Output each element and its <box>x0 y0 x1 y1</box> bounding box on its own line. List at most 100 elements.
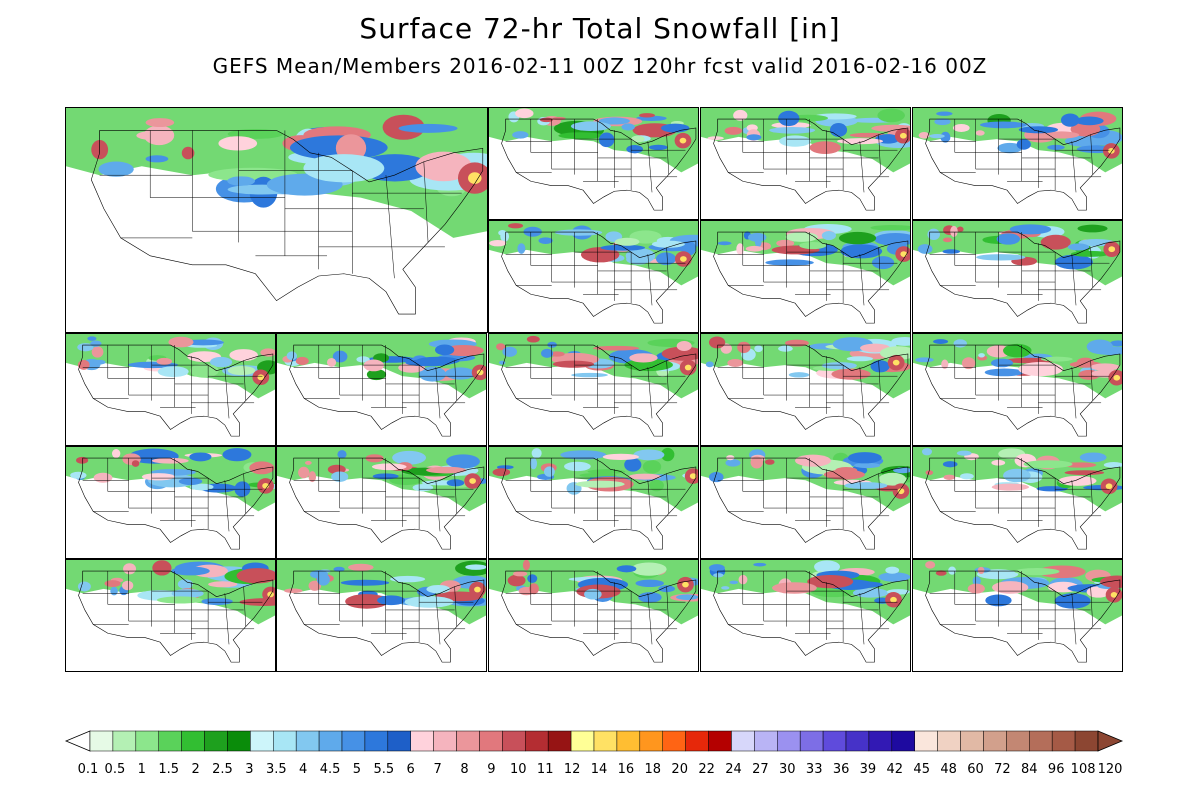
state-boundary <box>879 135 881 175</box>
state-boundary <box>436 367 440 418</box>
colorbar-swatch <box>1051 730 1076 752</box>
snowfall-map <box>913 108 1122 219</box>
colorbar-tick-label: 39 <box>860 762 877 777</box>
state-boundary <box>860 480 864 531</box>
ensemble-member-panel <box>700 559 911 672</box>
snowfall-map <box>913 334 1122 445</box>
colorbar-tick-label: 72 <box>994 762 1011 777</box>
colorbar-swatch <box>502 730 526 752</box>
colorbar-swatch <box>273 730 297 752</box>
ensemble-panel-grid <box>65 107 1123 672</box>
colorbar-tick-label: 45 <box>913 762 930 777</box>
snowfall-map <box>489 221 698 332</box>
coastline-outline <box>714 119 908 210</box>
coastline-outline <box>714 345 908 436</box>
snowfall-map <box>489 447 698 558</box>
state-boundary <box>648 593 652 644</box>
colorbar-tick-label: 48 <box>940 762 957 777</box>
colorbar-tick-label: 20 <box>671 762 688 777</box>
snowfall-map <box>913 447 1122 558</box>
state-boundary <box>244 474 246 514</box>
state-boundary <box>879 474 881 514</box>
colorbar-tick-label: 27 <box>752 762 769 777</box>
state-boundary <box>244 361 246 401</box>
state-boundary <box>436 480 440 531</box>
colorbar-swatch <box>845 730 870 752</box>
colorbar-tick-label: 36 <box>833 762 850 777</box>
colorbar-tick-label: 0.5 <box>105 762 126 777</box>
colorbar-tick-label: 18 <box>645 762 662 777</box>
ensemble-member-panel <box>488 333 699 446</box>
colorbar-tick-label: 60 <box>967 762 984 777</box>
coastline-outline <box>79 345 273 436</box>
ensemble-member-panel <box>700 220 911 333</box>
colorbar-tick-label: 84 <box>1021 762 1038 777</box>
snowfall-map <box>489 334 698 445</box>
state-boundary <box>225 480 229 531</box>
colorbar-swatch <box>639 730 663 752</box>
colorbar-swatch <box>525 730 549 752</box>
state-boundary <box>667 474 669 514</box>
colorbar-tick-label: 0.1 <box>78 762 99 777</box>
ensemble-member-panel <box>488 446 699 559</box>
colorbar-tick-label: 3 <box>245 762 253 777</box>
colorbar-swatch <box>685 730 709 752</box>
colorbar-tick-label: 120 <box>1098 762 1123 777</box>
coastline-outline <box>290 458 484 549</box>
snowfall-map <box>277 447 486 558</box>
coastline-outline <box>502 345 696 436</box>
ensemble-member-panel <box>65 559 276 672</box>
ensemble-member-panel <box>912 220 1123 333</box>
state-boundary <box>667 587 669 627</box>
state-boundary <box>455 474 457 514</box>
colorbar-swatch <box>777 730 801 752</box>
state-boundary <box>879 587 881 627</box>
colorbar-swatch <box>891 730 915 752</box>
colorbar-tick-label: 14 <box>591 762 608 777</box>
ensemble-member-panel <box>65 446 276 559</box>
colorbar-tick-label: 4.5 <box>320 762 341 777</box>
state-boundary <box>1091 587 1093 627</box>
colorbar-svg: 0.1 0.5 1 1.5 2 2.5 3 3.5 4 4.5 5 5.5 6 7 8 9 10 11 12 14 16… <box>64 730 1124 777</box>
colorbar-swatch <box>937 730 961 752</box>
colorbar-swatch <box>227 730 251 752</box>
state-boundary <box>1072 480 1076 531</box>
colorbar-tick-label: 11 <box>537 762 554 777</box>
snowfall-map <box>66 447 275 558</box>
colorbar-tick-label: 42 <box>887 762 904 777</box>
colorbar-tick-label: 3.5 <box>266 762 287 777</box>
state-boundary <box>879 248 881 288</box>
colorbar-swatch <box>89 730 114 752</box>
ensemble-member-panel <box>276 333 487 446</box>
colorbar-swatch <box>547 730 572 752</box>
state-boundary <box>225 367 229 418</box>
state-boundary <box>455 587 457 627</box>
state-boundary <box>860 367 864 418</box>
ensemble-member-panel <box>700 333 911 446</box>
colorbar-tick-label: 2 <box>191 762 199 777</box>
colorbar-swatch <box>1029 730 1053 752</box>
coastline-outline <box>290 345 484 436</box>
state-boundary <box>667 361 669 401</box>
colorbar-swatch <box>295 730 320 752</box>
colorbar-swatch <box>318 730 343 752</box>
ensemble-member-panel <box>488 220 699 333</box>
colorbar-swatch <box>799 730 824 752</box>
snowfall-map <box>913 221 1122 332</box>
colorbar-swatch <box>754 730 778 752</box>
coastline-outline <box>502 232 696 323</box>
ensemble-member-panel <box>276 446 487 559</box>
state-boundary <box>1091 135 1093 175</box>
colorbar-swatch <box>731 730 755 752</box>
state-boundary <box>1091 361 1093 401</box>
colorbar-swatch <box>570 730 595 752</box>
colorbar-tick-label: 4 <box>299 762 307 777</box>
state-boundary <box>1072 367 1076 418</box>
colorbar-tick-label: 8 <box>460 762 468 777</box>
coastline-outline <box>714 232 908 323</box>
colorbar-swatch <box>822 730 847 752</box>
colorbar-tick-label: 12 <box>564 762 581 777</box>
colorbar-right-arrow <box>1097 730 1124 752</box>
colorbar-swatch <box>250 730 274 752</box>
state-boundary <box>879 361 881 401</box>
